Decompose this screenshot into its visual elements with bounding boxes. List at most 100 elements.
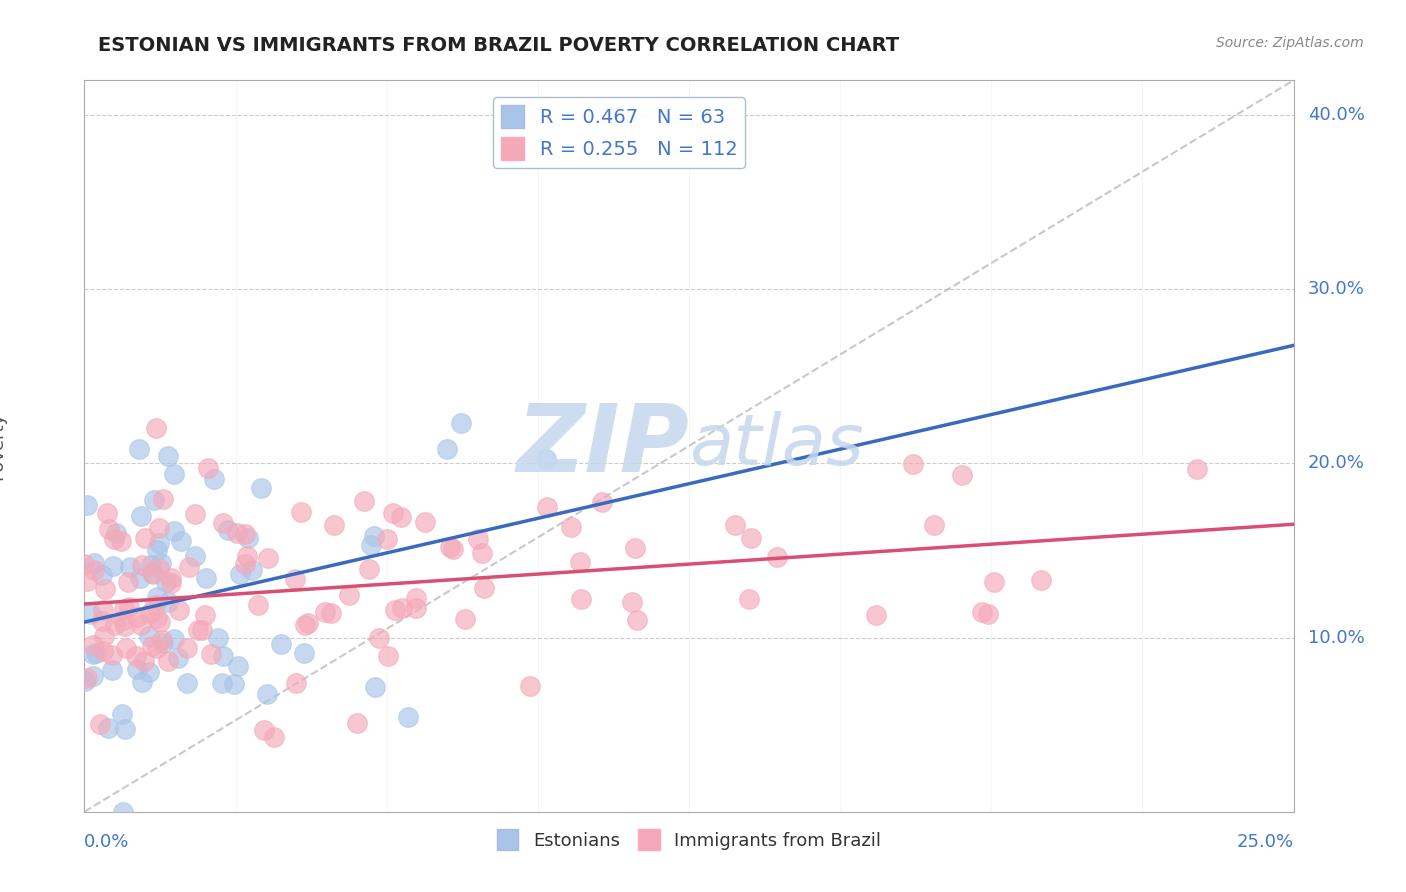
Point [97,522,120,536]
Point [97,721,120,735]
Point [723,518,745,533]
Point [360,538,382,552]
Point [391,601,413,615]
Point [621,595,644,609]
Point [202,472,225,486]
Point [129,571,152,585]
Point [257,550,280,565]
Point [187,624,209,638]
Point [226,526,249,541]
Point [211,676,233,690]
Point [195,570,218,584]
Point [236,531,259,545]
Point [405,591,427,606]
Point [143,493,166,508]
Text: Poverty: Poverty [0,412,6,480]
Point [197,460,219,475]
Point [148,560,170,574]
Point [950,468,973,483]
Point [367,632,389,646]
Point [191,623,214,637]
Point [217,523,239,537]
Point [149,615,172,629]
Point [294,618,316,632]
Point [222,676,245,690]
Point [128,442,150,456]
Point [148,536,170,550]
Point [129,509,152,524]
Point [270,637,292,651]
Text: ZIP: ZIP [516,400,689,492]
Point [450,417,472,431]
Point [624,541,647,555]
Text: 20.0%: 20.0% [1308,454,1365,473]
Point [263,730,285,744]
Point [384,603,406,617]
Point [129,618,152,632]
Point [357,562,380,576]
Point [184,549,207,563]
Point [146,591,169,605]
Text: ESTONIAN VS IMMIGRANTS FROM BRAZIL POVERTY CORRELATION CHART: ESTONIAN VS IMMIGRANTS FROM BRAZIL POVER… [98,36,900,54]
Point [211,516,233,530]
Point [112,805,135,819]
Point [163,632,186,646]
Point [240,562,263,576]
Point [125,662,148,676]
Point [284,676,307,690]
Point [82,647,104,661]
Point [159,571,181,585]
Point [112,613,135,627]
Point [321,606,343,620]
Point [118,600,141,615]
Point [115,640,138,655]
Point [157,449,180,463]
Point [134,654,156,668]
Point [117,574,139,589]
Point [141,639,163,653]
Point [290,505,312,519]
Point [256,687,278,701]
Point [148,521,170,535]
Point [194,608,217,623]
Point [76,498,98,512]
Point [150,633,173,648]
Point [105,526,128,541]
Point [453,612,475,626]
Point [560,519,582,533]
Point [167,603,190,617]
Point [314,605,336,619]
Point [439,541,461,555]
Point [149,556,172,570]
Point [207,631,229,645]
Point [94,582,117,596]
Point [519,679,541,693]
Point [471,546,494,560]
Point [104,618,127,632]
Point [84,646,107,660]
Point [976,607,998,622]
Point [363,529,385,543]
Point [73,557,96,571]
Point [91,603,114,617]
Point [405,601,427,615]
Point [292,646,315,660]
Point [103,558,125,573]
Point [112,602,135,616]
Point [226,658,249,673]
Point [103,532,125,546]
Point [131,675,153,690]
Point [177,560,200,574]
Point [740,532,762,546]
Point [377,649,399,664]
Point [536,500,558,515]
Point [142,566,165,581]
Point [364,681,387,695]
Point [337,589,360,603]
Point [73,673,96,688]
Point [145,611,167,625]
Point [413,515,436,529]
Point [353,494,375,508]
Point [160,576,183,591]
Point [247,598,270,612]
